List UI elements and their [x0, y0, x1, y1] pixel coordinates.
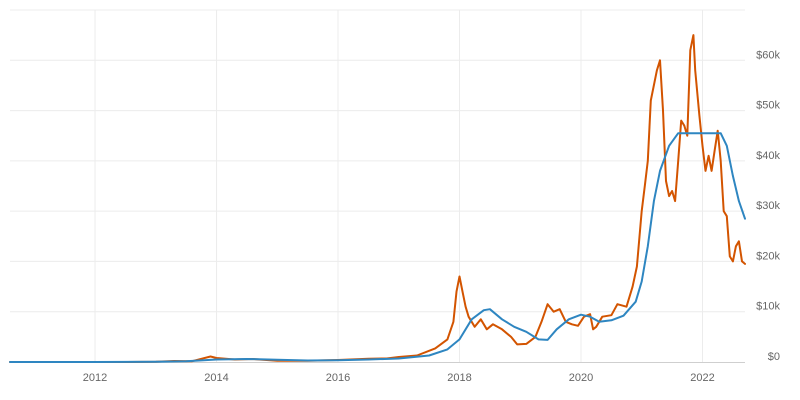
y-tick-label: $20k [756, 250, 780, 262]
series-layer [9, 34, 746, 363]
y-tick-label: $60k [756, 49, 780, 61]
y-tick-label: $30k [756, 200, 780, 212]
x-tick-label: 2020 [569, 372, 593, 384]
x-axis-tick-labels: 2012 2014 2016 2018 2020 2022 [83, 372, 715, 384]
y-tick-label: $40k [756, 150, 780, 162]
y-tick-label: $0 [768, 351, 780, 363]
series-1-line [9, 34, 746, 363]
x-tick-label: 2014 [204, 372, 228, 384]
x-tick-label: 2012 [83, 372, 107, 384]
series-2-line [9, 132, 746, 363]
x-tick-label: 2016 [326, 372, 350, 384]
y-axis-tick-labels: $0 $10k $20k $30k $40k $50k $60k [756, 49, 780, 363]
gridlines [10, 9, 745, 362]
y-tick-label: $10k [756, 301, 780, 313]
x-tick-label: 2018 [447, 372, 471, 384]
x-tick-label: 2022 [690, 372, 714, 384]
y-tick-label: $50k [756, 100, 780, 112]
